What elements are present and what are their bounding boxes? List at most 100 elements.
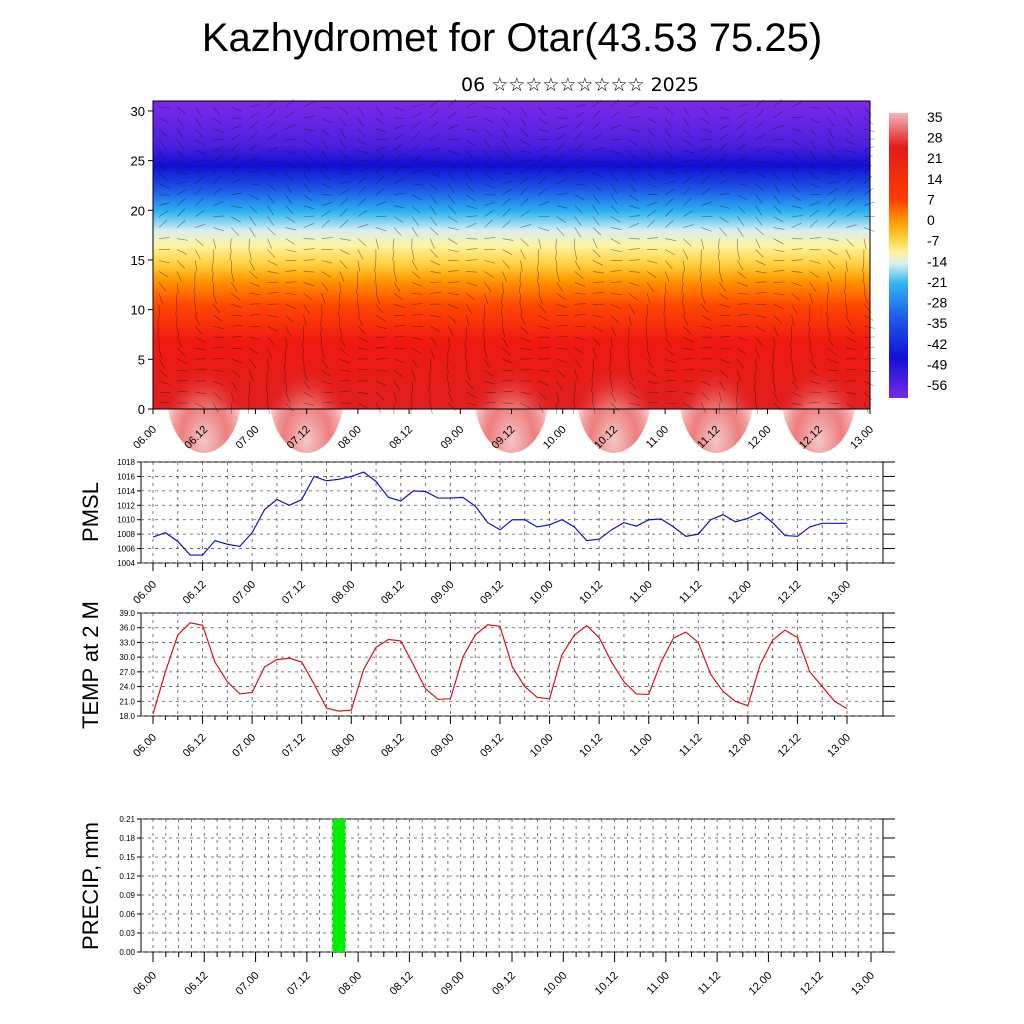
wind-barb	[195, 347, 207, 351]
wind-barb	[284, 370, 286, 382]
x-tick-label: 10.12	[593, 970, 621, 998]
wind-barb	[393, 192, 405, 196]
wind-barb	[429, 133, 440, 141]
wind-barb	[194, 304, 197, 316]
wind-barb	[285, 124, 296, 130]
wind-barb	[683, 238, 692, 247]
wind-barb	[719, 336, 731, 338]
wind-barb	[628, 271, 640, 273]
wind-barb	[574, 156, 585, 163]
wind-barb	[247, 402, 250, 414]
wind-barb	[737, 121, 746, 130]
wind-barb	[375, 138, 387, 141]
wind-barb	[339, 150, 348, 159]
wind-barb	[267, 172, 278, 178]
wind-barb	[592, 133, 603, 141]
wind-barb	[538, 175, 547, 184]
wind-barb	[338, 293, 341, 305]
wind-barb	[393, 391, 397, 403]
wind-barb	[628, 183, 637, 193]
wind-barb	[519, 271, 521, 283]
wind-barb	[357, 402, 368, 409]
wind-barb	[158, 161, 166, 171]
wind-barb	[157, 326, 160, 338]
wind-barb	[158, 282, 167, 292]
wind-barb	[628, 205, 640, 209]
wind-barb	[773, 172, 781, 182]
wind-barb	[665, 369, 677, 372]
wind-barb	[845, 391, 857, 395]
wind-barb	[683, 139, 693, 146]
wind-barb	[809, 128, 818, 137]
colorbar-label: 14	[927, 171, 943, 187]
wind-barb	[790, 348, 792, 360]
wind-barb	[502, 198, 511, 206]
x-tick-label: 11.00	[627, 579, 654, 606]
wind-barb	[592, 194, 600, 204]
y-tick-label: 1014	[117, 487, 135, 496]
wind-barbs	[157, 99, 876, 415]
wind-barb	[574, 336, 586, 341]
wind-barb	[827, 347, 837, 356]
x-tick-label: 06.12	[181, 579, 209, 607]
wind-barb	[484, 210, 494, 217]
wind-barb	[773, 304, 784, 310]
wind-barb	[610, 194, 618, 204]
wind-barb	[520, 197, 529, 206]
wind-barb	[502, 150, 511, 159]
y-tick-label: 18.0	[119, 712, 135, 721]
wind-barb	[194, 106, 202, 117]
wind-barb	[628, 391, 639, 398]
wind-barb	[683, 347, 695, 351]
wind-barb	[664, 117, 673, 127]
wind-barb	[339, 249, 350, 255]
wind-barb	[592, 271, 604, 274]
wind-barb	[700, 271, 702, 283]
wind-barb	[701, 315, 712, 321]
wind-barb	[755, 249, 764, 258]
wind-barb	[574, 205, 583, 214]
warm-core	[678, 329, 755, 453]
wind-barb	[610, 381, 613, 393]
wind-barb	[267, 402, 270, 414]
wind-barb	[719, 369, 729, 378]
wind-barb	[717, 249, 720, 261]
wind-barb	[231, 133, 241, 141]
wind-barb	[755, 291, 767, 294]
x-tick-label: 08.00	[336, 424, 364, 452]
wind-barb	[664, 150, 674, 159]
wind-barb	[301, 337, 304, 349]
wind-barb	[664, 271, 670, 282]
wind-barb	[194, 117, 202, 128]
wind-barb	[827, 220, 837, 228]
wind-barb	[176, 358, 188, 364]
wind-barb	[502, 117, 510, 127]
wind-barb	[773, 150, 785, 155]
wind-barb	[502, 188, 513, 195]
wind-barb	[448, 281, 460, 283]
wind-barb	[844, 271, 847, 283]
wind-barb	[737, 293, 749, 295]
wind-barb	[520, 347, 532, 351]
wind-barb	[719, 304, 731, 308]
wind-barb	[772, 348, 774, 360]
wind-barb	[556, 380, 563, 391]
wind-barb	[592, 291, 604, 294]
x-tick-label: 06.00	[131, 579, 159, 607]
wind-barb	[357, 210, 368, 217]
wind-barb	[592, 147, 604, 152]
wind-barb	[195, 368, 207, 371]
wind-barb	[212, 304, 221, 314]
wind-barb	[393, 358, 405, 363]
wind-barb	[448, 150, 459, 155]
wind-barb	[393, 336, 405, 338]
wind-barb	[502, 260, 510, 269]
wind-barb	[664, 260, 673, 270]
wind-barb	[393, 165, 403, 174]
wind-barb	[538, 128, 550, 133]
wind-barb	[158, 219, 168, 228]
wind-barb	[701, 346, 713, 349]
wind-barb	[466, 304, 473, 314]
wind-barb	[773, 216, 784, 223]
wind-barb	[628, 315, 632, 327]
